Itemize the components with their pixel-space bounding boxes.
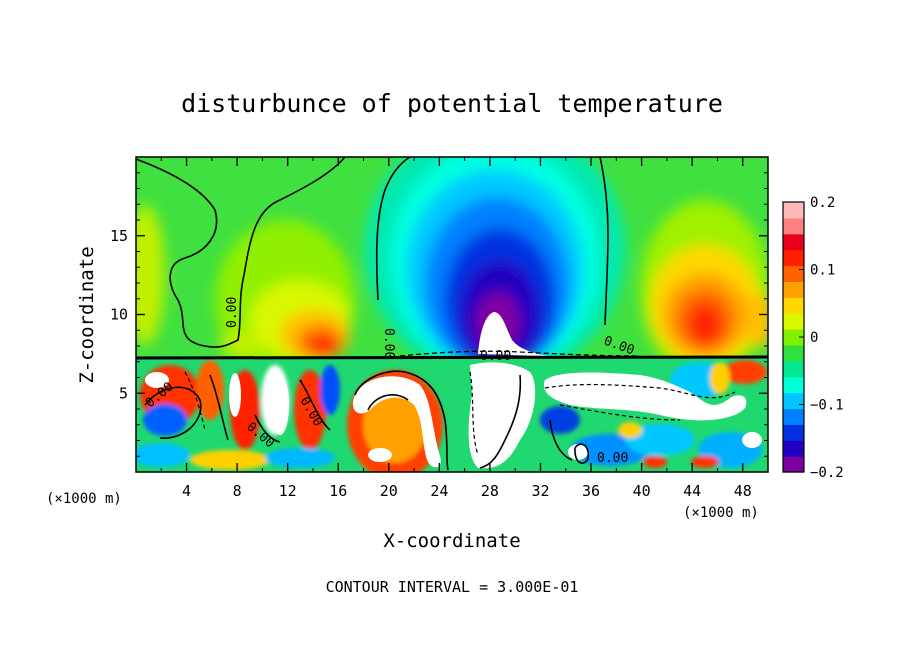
x-tick-label: 20 bbox=[380, 482, 398, 500]
colorbar-swatch bbox=[783, 456, 804, 473]
colorbar-swatch bbox=[783, 408, 804, 425]
colorbar-tick-label: −0.1 bbox=[810, 398, 844, 414]
colorbar-swatch bbox=[783, 440, 804, 457]
colorbar-swatch bbox=[783, 360, 804, 378]
x-tick-label: 48 bbox=[734, 482, 752, 500]
colorbar-tick-label: 0.2 bbox=[810, 195, 835, 211]
x-axis-label: X-coordinate bbox=[383, 530, 520, 552]
colorbar-swatch bbox=[783, 376, 804, 394]
colorbar-tick-label: 0 bbox=[810, 330, 818, 346]
colorbar-swatch bbox=[783, 313, 804, 330]
colorbar-swatch bbox=[783, 344, 804, 362]
x-tick-label: 24 bbox=[430, 482, 448, 500]
colorbar-swatch bbox=[783, 392, 804, 410]
heatmap-field bbox=[136, 157, 768, 472]
x-tick-label: 32 bbox=[531, 482, 549, 500]
y-axis-label: Z-coordinate bbox=[76, 246, 98, 383]
x-unit-right: (×1000 m) bbox=[683, 505, 759, 521]
x-tick-label: 40 bbox=[633, 482, 651, 500]
x-unit-left: (×1000 m) bbox=[46, 491, 122, 507]
y-tick-label: 15 bbox=[110, 227, 128, 245]
x-tick-label: 12 bbox=[279, 482, 297, 500]
chart-title: disturbunce of potential temperature bbox=[181, 89, 723, 118]
colorbar-swatch bbox=[783, 265, 804, 283]
y-tick-label: 10 bbox=[110, 306, 128, 324]
contour-interval-note: CONTOUR INTERVAL = 3.000E-01 bbox=[326, 578, 579, 596]
contour-label: 0.00 bbox=[381, 328, 396, 359]
colorbar-tick-label: −0.2 bbox=[810, 465, 844, 481]
x-tick-label: 36 bbox=[582, 482, 600, 500]
contour-label: 0.00 bbox=[225, 297, 240, 328]
x-axis: 4 8 12 16 20 24 28 32 36 40 44 48 bbox=[160, 157, 752, 500]
contour-label: 0.00 bbox=[480, 349, 511, 364]
colorbar-swatch bbox=[783, 217, 804, 235]
colorbar-tick-label: 0.1 bbox=[810, 263, 835, 279]
colorbar: 0.2 0.1 0 −0.1 −0.2 bbox=[782, 195, 844, 481]
colorbar-swatch bbox=[783, 329, 804, 346]
x-tick-label: 16 bbox=[329, 482, 347, 500]
x-tick-label: 8 bbox=[233, 482, 242, 500]
y-axis: 5 10 15 bbox=[110, 172, 768, 457]
colorbar-swatch bbox=[783, 249, 804, 267]
colorbar-swatch bbox=[783, 424, 804, 441]
x-tick-label: 44 bbox=[683, 482, 701, 500]
x-tick-label: 28 bbox=[481, 482, 499, 500]
x-tick-label: 4 bbox=[182, 482, 191, 500]
colorbar-swatch bbox=[783, 281, 804, 298]
y-tick-label: 5 bbox=[119, 384, 128, 402]
colorbar-swatch bbox=[783, 297, 804, 314]
contour-label: 0.00 bbox=[597, 451, 628, 466]
colorbar-swatch bbox=[783, 233, 804, 251]
colorbar-swatch bbox=[783, 202, 804, 219]
